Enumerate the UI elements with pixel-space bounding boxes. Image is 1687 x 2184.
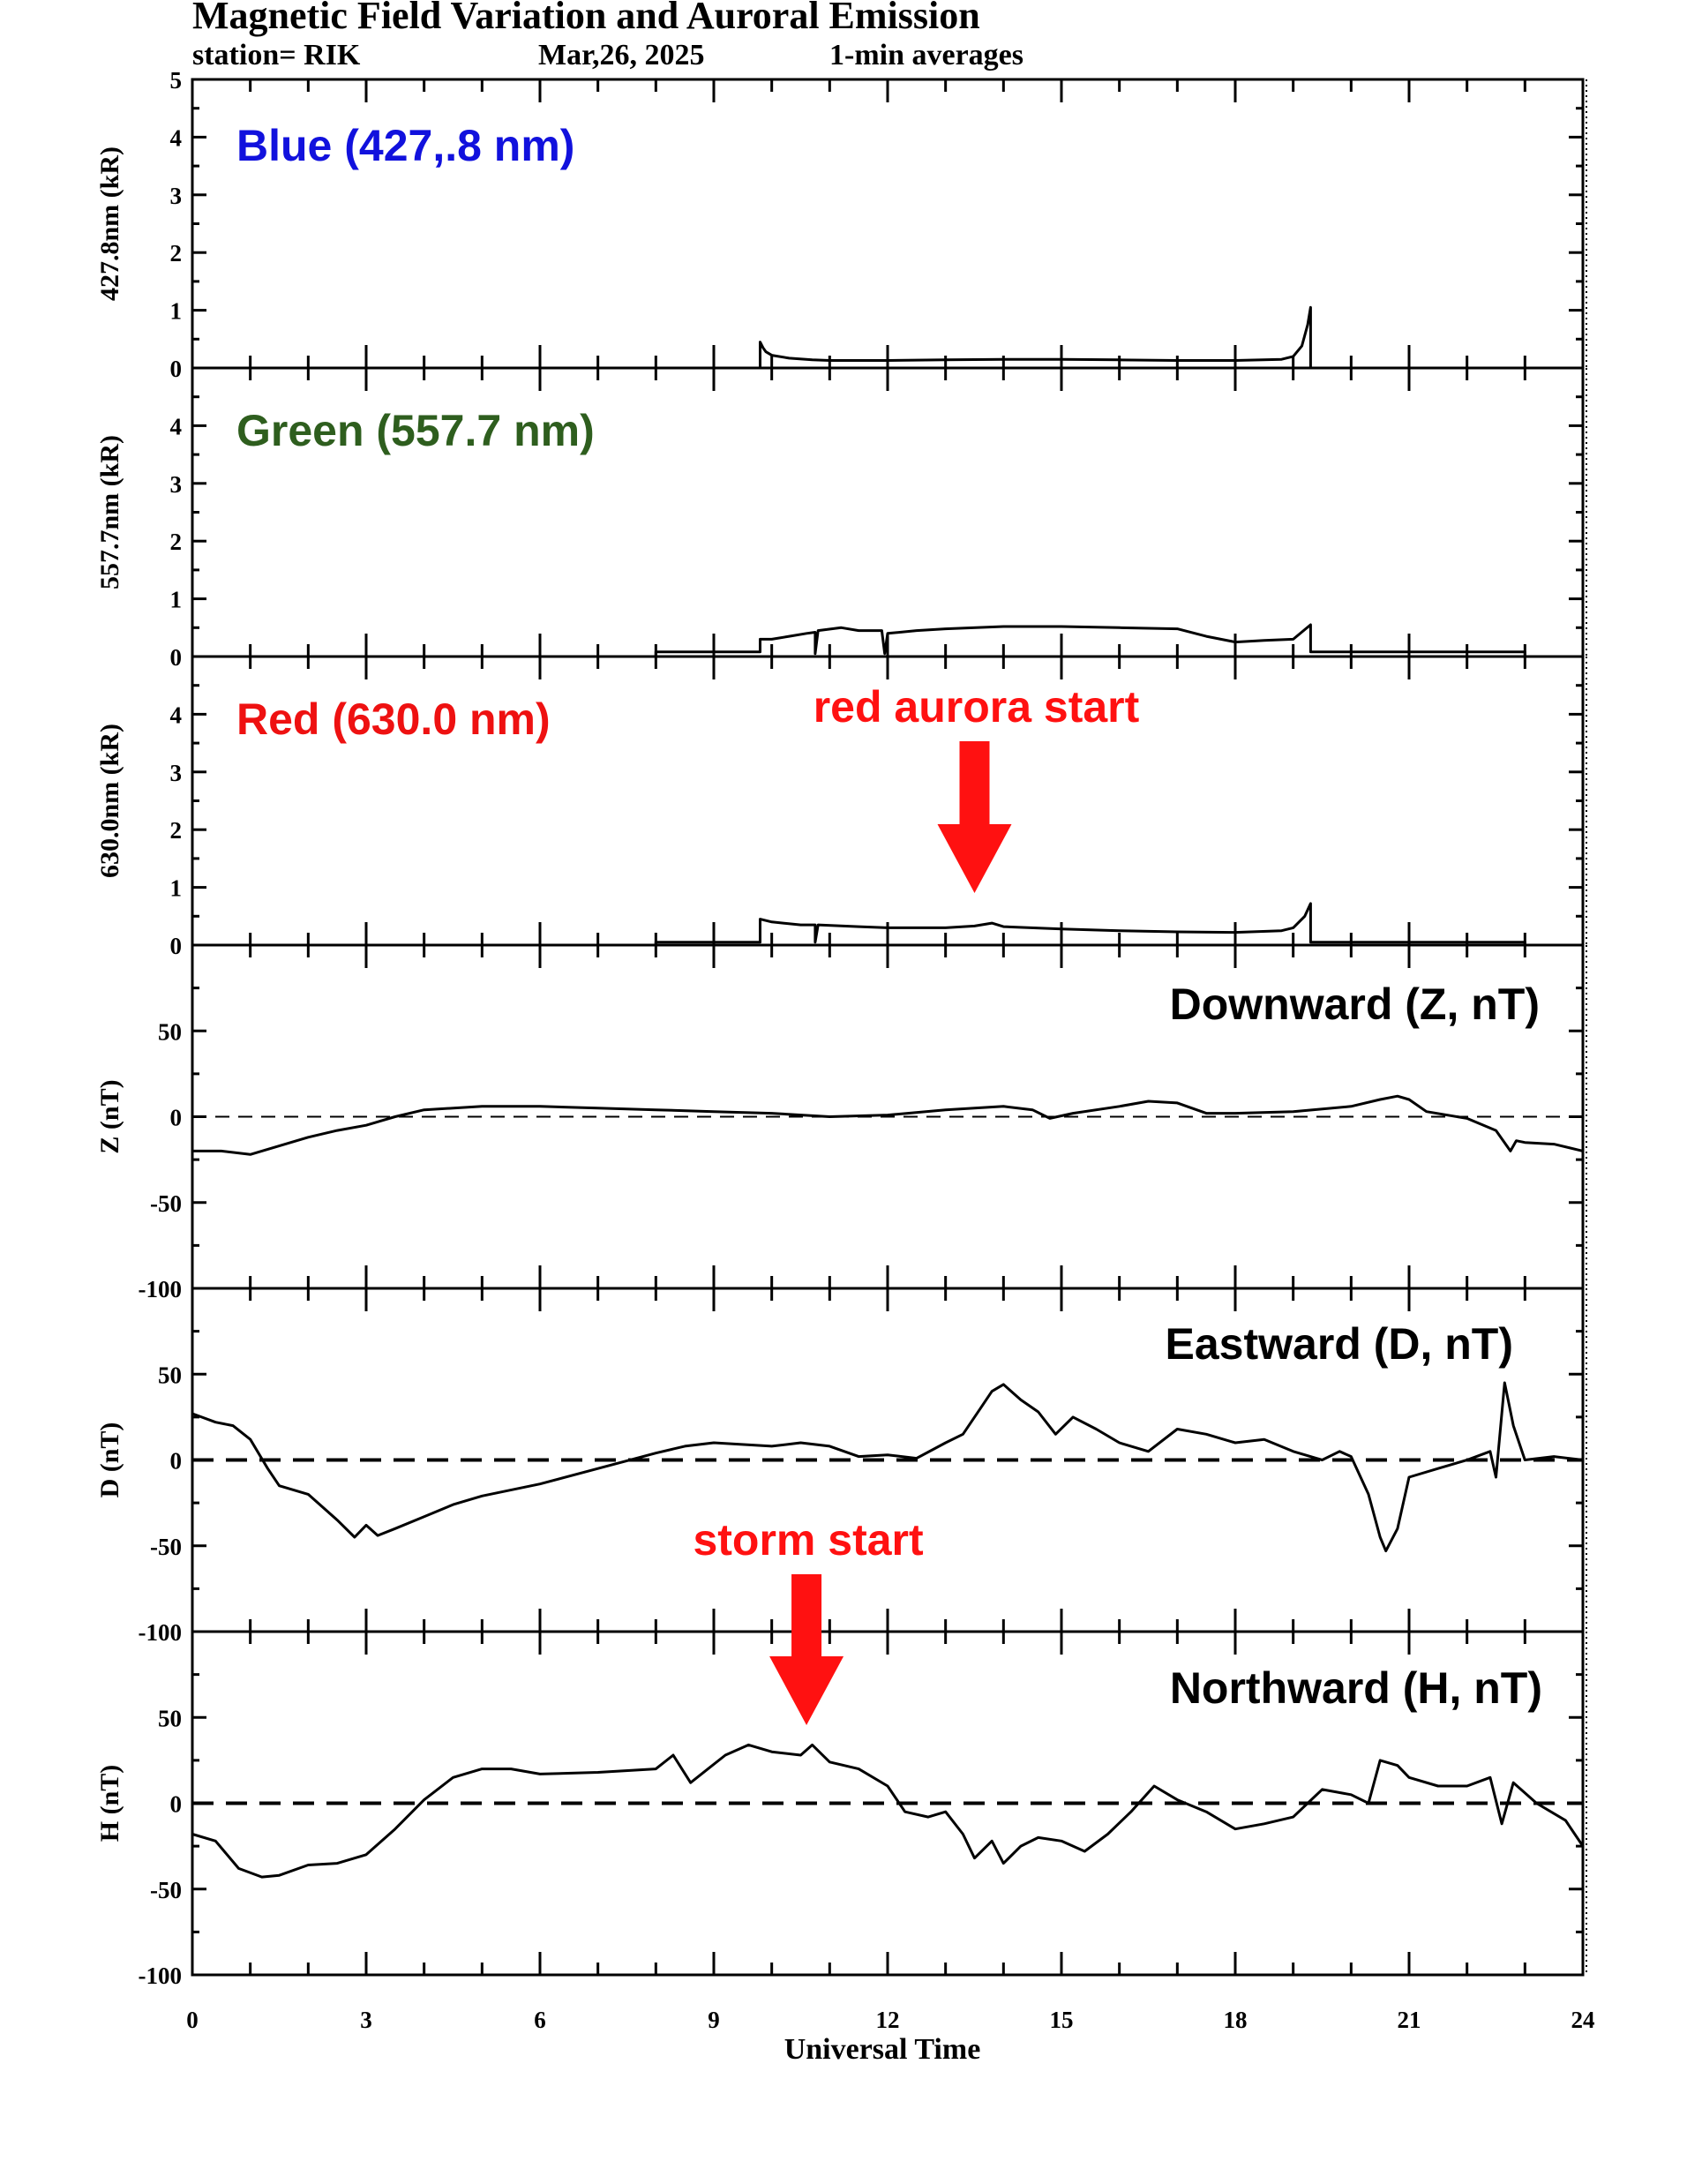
y-tick-label-D: 0 xyxy=(170,1448,183,1475)
y-tick-label-green: 4 xyxy=(170,413,183,439)
y-tick-label-red: 4 xyxy=(170,702,183,728)
panel-D: -100 -50 0 50 D (nT) Eastward (D, nT) xyxy=(95,1287,1587,1646)
trace-blue-0 xyxy=(759,305,1312,368)
annotation-text-red: red aurora start xyxy=(814,682,1140,732)
y-tick-label-H: -50 xyxy=(150,1877,182,1903)
panel-label-D: Eastward (D, nT) xyxy=(1166,1319,1513,1369)
x-tick-label-6: 6 xyxy=(534,2007,546,2033)
trace-green-0 xyxy=(654,623,1526,657)
y-axis-label-D: D (nT) xyxy=(95,1422,124,1498)
panel-Z: -100 -50 0 50 Z (nT) Downward (Z, nT) xyxy=(95,943,1587,1302)
y-axis-label-H: H (nT) xyxy=(95,1765,124,1843)
x-tick-label-24: 24 xyxy=(1571,2007,1595,2033)
annotation-text-D: storm start xyxy=(693,1515,924,1565)
averaging-label: 1-min averages xyxy=(829,39,1023,71)
y-tick-label-H: 0 xyxy=(170,1791,183,1818)
annotation-arrow-shaft-red xyxy=(959,741,990,824)
y-tick-label-blue: 4 xyxy=(170,124,183,151)
y-tick-label-blue: 1 xyxy=(170,298,183,325)
y-tick-label-red: 0 xyxy=(170,933,183,959)
x-tick-label-12: 12 xyxy=(876,2007,900,2033)
trace-H-0 xyxy=(191,1743,1585,1879)
x-tick-label-15: 15 xyxy=(1050,2007,1074,2033)
y-axis-label-red: 630.0nm (kR) xyxy=(95,724,124,878)
y-tick-label-blue: 5 xyxy=(170,67,183,94)
y-tick-label-green: 3 xyxy=(170,471,183,498)
x-tick-label-18: 18 xyxy=(1224,2007,1248,2033)
x-axis-title: Universal Time xyxy=(784,2033,981,2066)
panel-green: 0 1 2 3 4 557.7nm (kR) Green (557.7 nm) xyxy=(95,366,1587,671)
figure-title: Magnetic Field Variation and Auroral Emi… xyxy=(192,0,980,37)
y-tick-label-Z: 0 xyxy=(170,1105,183,1131)
y-tick-label-D: -100 xyxy=(139,1619,183,1646)
y-tick-label-green: 1 xyxy=(170,587,183,613)
annotation-D: storm start xyxy=(693,1515,924,1725)
y-axis-label-green: 557.7nm (kR) xyxy=(95,435,124,589)
y-tick-label-red: 2 xyxy=(170,817,183,844)
annotation-red: red aurora start xyxy=(814,682,1140,893)
panel-label-Z: Downward (Z, nT) xyxy=(1170,979,1540,1029)
y-tick-label-D: -50 xyxy=(150,1534,182,1560)
y-tick-label-D: 50 xyxy=(158,1362,182,1388)
x-tick-label-3: 3 xyxy=(360,2007,372,2033)
x-tick-labels: 0 3 6 9 12 15 18 21 24 xyxy=(186,2007,1594,2033)
y-tick-label-H: 50 xyxy=(158,1705,182,1731)
panel-red: 0 1 2 3 4 630.0nm (kR) Red (630.0 nm) xyxy=(95,655,1587,959)
panel-label-red: Red (630.0 nm) xyxy=(236,694,551,744)
panel-label-green: Green (557.7 nm) xyxy=(236,406,595,455)
trace-red-0 xyxy=(654,902,1526,945)
panel-label-blue: Blue (427,.8 nm) xyxy=(236,121,574,170)
x-tick-label-21: 21 xyxy=(1398,2007,1421,2033)
x-tick-label-9: 9 xyxy=(708,2007,720,2033)
annotation-arrow-head-red xyxy=(937,824,1012,893)
y-tick-label-red: 3 xyxy=(170,760,183,786)
y-tick-label-green: 2 xyxy=(170,529,183,555)
y-tick-label-blue: 0 xyxy=(170,356,183,382)
x-tick-label-0: 0 xyxy=(186,2007,199,2033)
y-axis-label-Z: Z (nT) xyxy=(95,1079,124,1153)
y-tick-label-green: 0 xyxy=(170,644,183,671)
annotation-arrow-shaft-D xyxy=(791,1574,822,1656)
y-tick-label-blue: 3 xyxy=(170,183,183,209)
trace-D-0 xyxy=(191,1381,1584,1553)
date-label: Mar,26, 2025 xyxy=(538,39,705,71)
y-tick-label-Z: -50 xyxy=(150,1190,182,1217)
y-tick-label-Z: -100 xyxy=(139,1276,183,1302)
panel-blue: 0 1 2 3 4 5 427.8nm (kR) Blue (427,.8 nm) xyxy=(95,67,1587,382)
trace-Z-0 xyxy=(192,1094,1584,1156)
y-tick-label-blue: 2 xyxy=(170,240,183,266)
y-tick-label-H: -100 xyxy=(139,1963,183,1989)
y-tick-label-red: 1 xyxy=(170,875,183,902)
panel-H: -100 -50 0 50 H (nT) Northward (H, nT) xyxy=(95,1630,1587,1989)
panel-label-H: Northward (H, nT) xyxy=(1170,1663,1542,1713)
y-tick-label-Z: 50 xyxy=(158,1018,182,1045)
y-axis-label-blue: 427.8nm (kR) xyxy=(95,146,124,301)
annotation-arrow-head-D xyxy=(769,1656,844,1725)
station-label: station= RIK xyxy=(192,39,361,71)
